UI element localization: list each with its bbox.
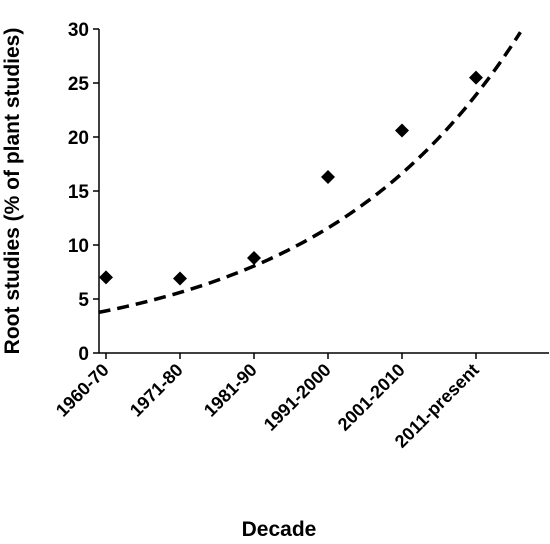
x-tick-label: 2001-2010 xyxy=(334,360,409,435)
y-axis-title: Root studies (% of plant studies) xyxy=(1,28,24,355)
data-point-diamond xyxy=(99,270,113,285)
exponential-trendline xyxy=(98,31,522,315)
y-tick-label: 20 xyxy=(68,128,89,149)
data-points xyxy=(99,70,483,286)
y-tick-label: 0 xyxy=(78,344,89,365)
y-tick-label: 30 xyxy=(68,20,89,41)
data-point-diamond xyxy=(469,70,483,85)
y-tick-label: 10 xyxy=(68,236,89,257)
data-point-diamond xyxy=(173,271,187,286)
x-tick-label: 1991-2000 xyxy=(260,360,335,435)
data-point-diamond xyxy=(247,250,261,265)
y-axis-ticks: 0 5 10 15 20 25 30 xyxy=(68,20,99,365)
x-axis-title: Decade xyxy=(242,518,317,541)
x-tick-label: 1971-80 xyxy=(126,360,187,421)
y-tick-label: 15 xyxy=(68,182,90,203)
data-point-diamond xyxy=(395,123,409,138)
y-tick-label: 5 xyxy=(78,290,89,311)
x-tick-label: 1960-70 xyxy=(52,360,113,421)
x-axis-ticks: 1960-70 1971-80 1981-901991-20002001-20102… xyxy=(52,353,483,452)
x-tick-label: 1981-90 xyxy=(200,360,261,421)
data-point-diamond xyxy=(321,169,335,184)
y-tick-label: 25 xyxy=(68,74,90,95)
